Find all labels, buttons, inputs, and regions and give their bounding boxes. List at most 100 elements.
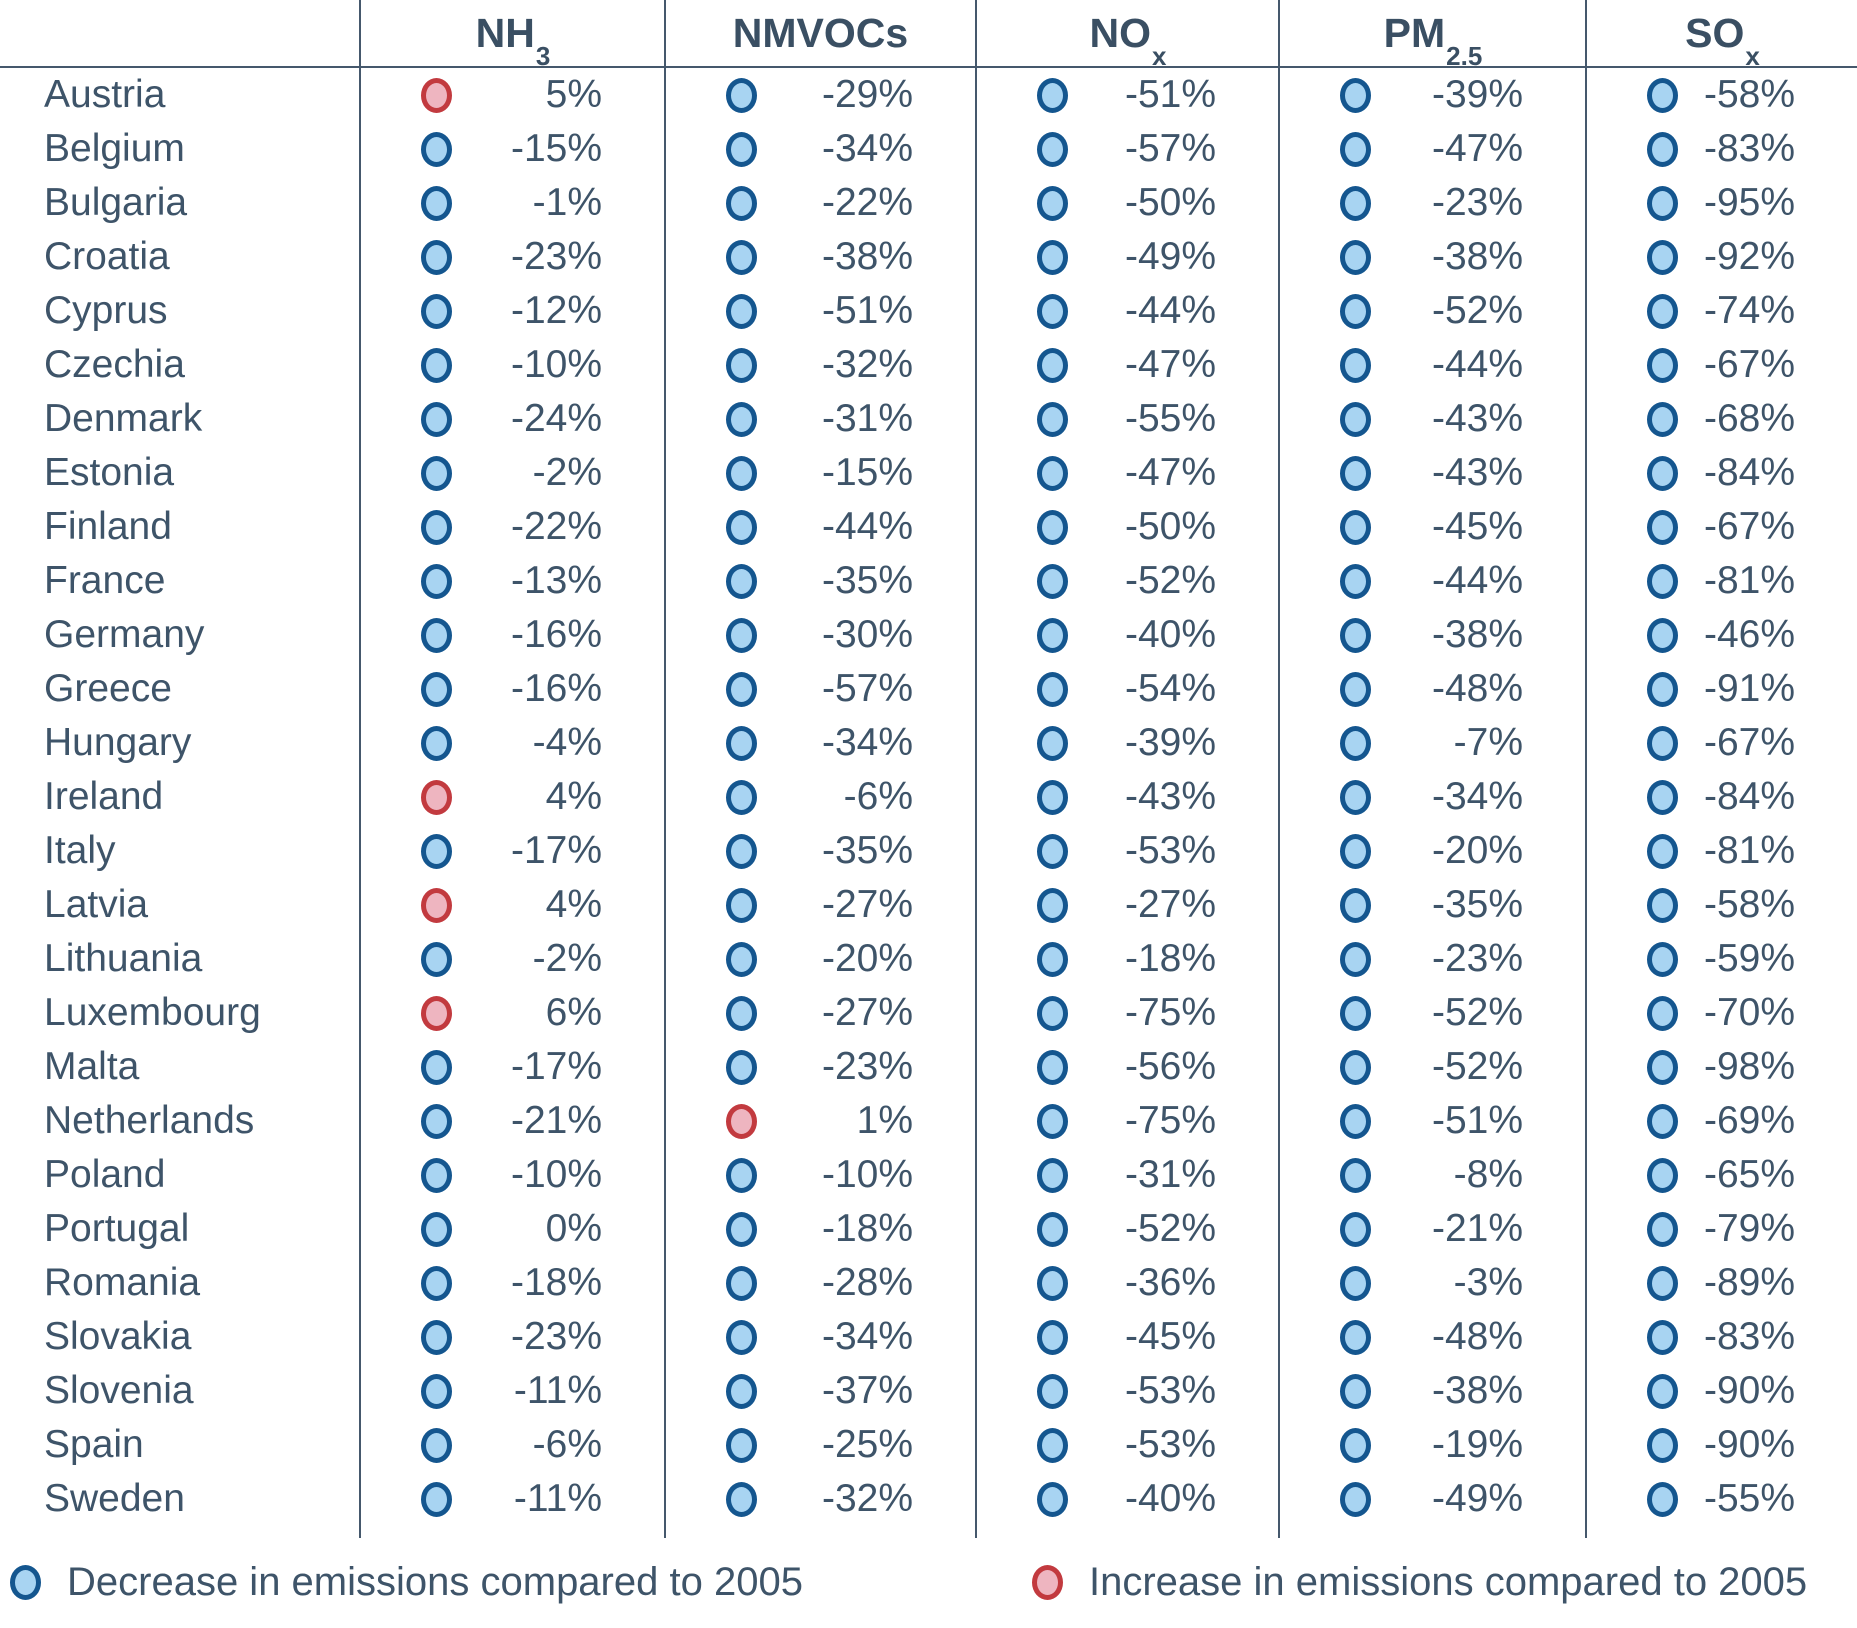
table-cell: -81% — [1585, 824, 1857, 878]
decrease-circle-icon — [1647, 239, 1678, 275]
emission-change-value: -17% — [510, 829, 602, 872]
table-cell: -75% — [975, 986, 1278, 1040]
table-cell: -23% — [1278, 932, 1585, 986]
table-cell: -84% — [1585, 770, 1857, 824]
decrease-circle-icon — [1037, 941, 1068, 977]
decrease-circle-icon — [1340, 725, 1371, 761]
emission-change-value: -50% — [1124, 505, 1216, 548]
table-cell: -23% — [1278, 176, 1585, 230]
table-cell: 5% — [359, 68, 664, 122]
emission-change-value: -45% — [1431, 505, 1523, 548]
emission-change-value: -65% — [1703, 1153, 1795, 1196]
table-cell: -4% — [359, 716, 664, 770]
column-header-nox: NO x — [975, 0, 1278, 71]
table-cell: -12% — [359, 284, 664, 338]
table-cell: -39% — [975, 716, 1278, 770]
table-cell: -34% — [664, 122, 975, 176]
emission-change-value: -3% — [1453, 1261, 1523, 1304]
table-cell: -18% — [975, 932, 1278, 986]
decrease-circle-icon — [1340, 941, 1371, 977]
emission-change-value: -44% — [1431, 343, 1523, 386]
emission-change-value: -24% — [510, 397, 602, 440]
table-cell: -67% — [1585, 500, 1857, 554]
table-cell: -28% — [664, 1256, 975, 1310]
table-cell: -81% — [1585, 554, 1857, 608]
table-cell: -38% — [1278, 230, 1585, 284]
table-cell: -23% — [359, 1310, 664, 1364]
decrease-circle-icon — [726, 77, 757, 113]
table-cell: 1% — [664, 1094, 975, 1148]
table-cell: -8% — [1278, 1148, 1585, 1202]
table-cell: -52% — [975, 554, 1278, 608]
table-cell: -79% — [1585, 1202, 1857, 1256]
table-cell: -18% — [359, 1256, 664, 1310]
decrease-circle-icon — [1647, 1373, 1678, 1409]
emission-change-value: -10% — [510, 1153, 602, 1196]
decrease-circle-icon — [1647, 455, 1678, 491]
country-label: Ireland — [44, 775, 164, 818]
emission-change-value: -83% — [1703, 127, 1795, 170]
increase-circle-icon — [726, 1103, 757, 1139]
decrease-circle-icon — [726, 1211, 757, 1247]
emission-change-value: -18% — [510, 1261, 602, 1304]
decrease-circle-icon — [421, 1103, 452, 1139]
country-label: Hungary — [44, 721, 192, 764]
table-cell: -57% — [664, 662, 975, 716]
table-cell: -10% — [359, 1148, 664, 1202]
emission-change-value: -7% — [1453, 721, 1523, 764]
country-label: Lithuania — [44, 937, 203, 980]
emission-change-value: -49% — [1124, 235, 1216, 278]
table-cell: -58% — [1585, 878, 1857, 932]
decrease-circle-icon — [1647, 887, 1678, 923]
decrease-circle-icon — [10, 1564, 41, 1600]
emission-change-value: -23% — [1431, 181, 1523, 224]
emission-change-value: -34% — [1431, 775, 1523, 818]
emission-change-value: -31% — [1124, 1153, 1216, 1196]
decrease-circle-icon — [1037, 455, 1068, 491]
legend: Decrease in emissions compared to 2005 I… — [0, 1550, 1857, 1614]
decrease-circle-icon — [1037, 293, 1068, 329]
table-cell: 0% — [359, 1202, 664, 1256]
table-cell: -69% — [1585, 1094, 1857, 1148]
decrease-circle-icon — [1037, 401, 1068, 437]
table-cell: -47% — [975, 446, 1278, 500]
increase-circle-icon — [421, 887, 452, 923]
table-cell: -48% — [1278, 1310, 1585, 1364]
emission-change-value: -35% — [821, 559, 913, 602]
emission-change-value: -23% — [510, 1315, 602, 1358]
table-cell: -23% — [664, 1040, 975, 1094]
emission-change-value: -36% — [1124, 1261, 1216, 1304]
table-cell: -16% — [359, 608, 664, 662]
country-label: Cyprus — [44, 289, 168, 332]
decrease-circle-icon — [1340, 1373, 1371, 1409]
table-cell: -32% — [664, 338, 975, 392]
decrease-circle-icon — [1037, 671, 1068, 707]
table-cell: -84% — [1585, 446, 1857, 500]
decrease-circle-icon — [1037, 1265, 1068, 1301]
table-cell: -74% — [1585, 284, 1857, 338]
emission-change-value: -52% — [1431, 1045, 1523, 1088]
table-cell: 4% — [359, 770, 664, 824]
emission-change-value: -23% — [821, 1045, 913, 1088]
table-cell: -20% — [1278, 824, 1585, 878]
emission-change-value: 4% — [545, 775, 602, 818]
country-label: Slovakia — [44, 1315, 192, 1358]
decrease-circle-icon — [726, 1427, 757, 1463]
decrease-circle-icon — [1340, 1157, 1371, 1193]
table-cell: -54% — [975, 662, 1278, 716]
emission-change-value: 6% — [545, 991, 602, 1034]
decrease-circle-icon — [726, 509, 757, 545]
emission-change-value: 1% — [856, 1099, 913, 1142]
table-cell: -52% — [1278, 986, 1585, 1040]
country-label: Greece — [44, 667, 172, 710]
decrease-circle-icon — [1647, 185, 1678, 221]
decrease-circle-icon — [726, 1049, 757, 1085]
emission-change-value: -32% — [821, 1477, 913, 1520]
emission-change-value: -56% — [1124, 1045, 1216, 1088]
table-cell: -89% — [1585, 1256, 1857, 1310]
country-label: Estonia — [44, 451, 175, 494]
emission-change-value: -51% — [1431, 1099, 1523, 1142]
emission-change-value: -49% — [1431, 1477, 1523, 1520]
decrease-circle-icon — [421, 239, 452, 275]
decrease-circle-icon — [1647, 833, 1678, 869]
